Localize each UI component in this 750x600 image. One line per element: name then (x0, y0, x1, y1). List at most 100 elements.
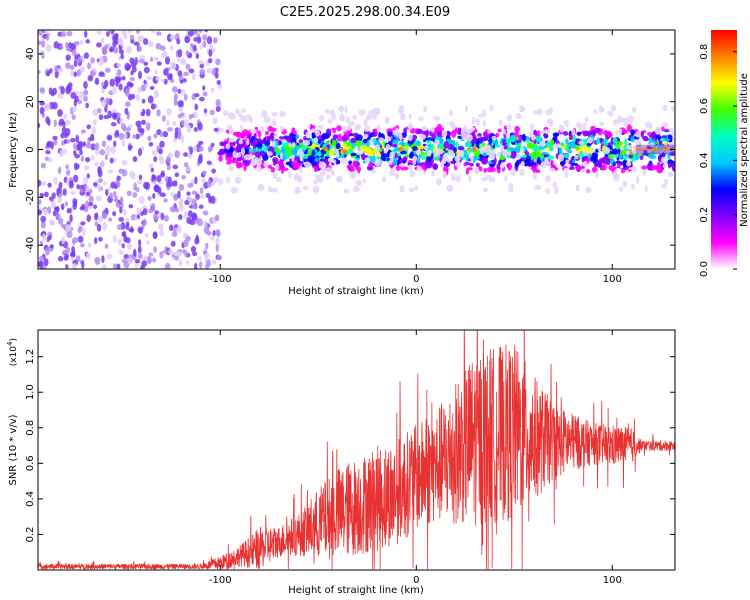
heatmap-cell (482, 109, 487, 118)
heatmap-cell (128, 204, 134, 209)
heatmap-cell (266, 151, 273, 157)
heatmap-cell (222, 166, 229, 170)
heatmap-cell (599, 121, 605, 127)
heatmap-cell (47, 206, 52, 215)
heatmap-cell (244, 158, 251, 167)
heatmap-cell (85, 102, 89, 109)
heatmap-cell (448, 144, 455, 151)
heatmap-cell (45, 35, 50, 41)
heatmap-cell (463, 149, 468, 158)
heatmap-cell (290, 178, 295, 182)
heatmap-cell (94, 256, 101, 265)
heatmap-cell (214, 58, 221, 66)
y-tick-label: 40 (25, 48, 36, 61)
heatmap-cell (346, 125, 352, 131)
heatmap-cell (199, 96, 205, 102)
heatmap-cell (582, 151, 590, 157)
heatmap-cell (162, 249, 168, 254)
heatmap-cell (206, 160, 212, 165)
heatmap-cell (202, 34, 208, 41)
heatmap-cell (121, 139, 126, 147)
heatmap-cell (647, 154, 654, 159)
heatmap-cell (463, 163, 467, 167)
heatmap-cell (158, 148, 163, 155)
heatmap-cell (162, 51, 168, 58)
heatmap-cell (589, 120, 593, 128)
heatmap-cell (625, 150, 630, 155)
heatmap-cell (317, 124, 324, 130)
heatmap-cell (121, 30, 127, 36)
heatmap-cell (163, 68, 169, 76)
heatmap-cell (642, 137, 650, 142)
heatmap-cell (211, 259, 217, 265)
heatmap-cell (626, 144, 633, 150)
heatmap-cell (360, 168, 365, 176)
heatmap-cell (431, 134, 436, 140)
heatmap-cell (617, 128, 623, 135)
heatmap-cell (99, 149, 106, 156)
heatmap-cell (288, 142, 292, 148)
heatmap-cell (324, 108, 331, 114)
heatmap-cell (224, 139, 228, 143)
heatmap-cell (563, 120, 568, 126)
heatmap-cell (40, 221, 46, 229)
heatmap-cell (82, 177, 89, 185)
heatmap-cell (59, 149, 64, 158)
heatmap-cell (375, 179, 383, 185)
heatmap-cell (612, 161, 616, 167)
heatmap-cell (509, 151, 517, 159)
heatmap-cell (364, 147, 372, 154)
spectrogram-y-label: Frequency (Hz) (8, 112, 19, 188)
heatmap-cell (522, 177, 529, 181)
heatmap-cell (101, 99, 107, 108)
heatmap-cell (213, 176, 219, 183)
heatmap-cell (57, 166, 62, 175)
heatmap-cell (51, 201, 56, 209)
heatmap-cell (520, 107, 526, 112)
heatmap-cell (385, 151, 390, 158)
heatmap-cell (313, 137, 319, 144)
heatmap-cell (110, 122, 117, 127)
heatmap-cell (232, 131, 240, 136)
heatmap-cell (371, 114, 377, 120)
heatmap-cell (671, 138, 675, 144)
heatmap-cell (171, 86, 178, 93)
heatmap-cell (83, 30, 88, 38)
heatmap-cell (606, 131, 613, 138)
heatmap-cell (300, 142, 304, 149)
snr-panel: -100 0 100 0.2 0.4 0.6 0.8 1.0 1.2 Height of str… (6, 329, 676, 596)
heatmap-cell (159, 251, 164, 259)
heatmap-cell (288, 171, 292, 179)
heatmap-cell (420, 163, 425, 168)
heatmap-cell (127, 257, 133, 265)
heatmap-cell (133, 248, 137, 257)
heatmap-cell (472, 145, 477, 152)
heatmap-cell (132, 191, 138, 198)
heatmap-cell (613, 126, 620, 131)
heatmap-cell (42, 233, 46, 242)
heatmap-cell (153, 156, 158, 163)
heatmap-cell (65, 224, 72, 232)
heatmap-cell (608, 165, 615, 171)
heatmap-cell (65, 62, 71, 70)
heatmap-cell (487, 161, 493, 165)
heatmap-cell (623, 171, 630, 176)
heatmap-cell (580, 146, 584, 152)
heatmap-cell (496, 151, 501, 157)
heatmap-cell (291, 142, 296, 147)
heatmap-cell (240, 147, 246, 156)
heatmap-cell (646, 162, 653, 171)
heatmap-cell (210, 142, 215, 147)
heatmap-cell (198, 44, 203, 50)
heatmap-cell (545, 187, 550, 195)
heatmap-cell (305, 131, 311, 139)
heatmap-cell (128, 145, 133, 150)
heatmap-cell (201, 178, 207, 183)
heatmap-cell (394, 147, 400, 152)
heatmap-cell (515, 139, 522, 144)
heatmap-cell (376, 124, 381, 133)
heatmap-cell (154, 69, 159, 75)
heatmap-cell (116, 224, 123, 230)
heatmap-cell (232, 150, 237, 158)
heatmap-cell (597, 147, 601, 152)
